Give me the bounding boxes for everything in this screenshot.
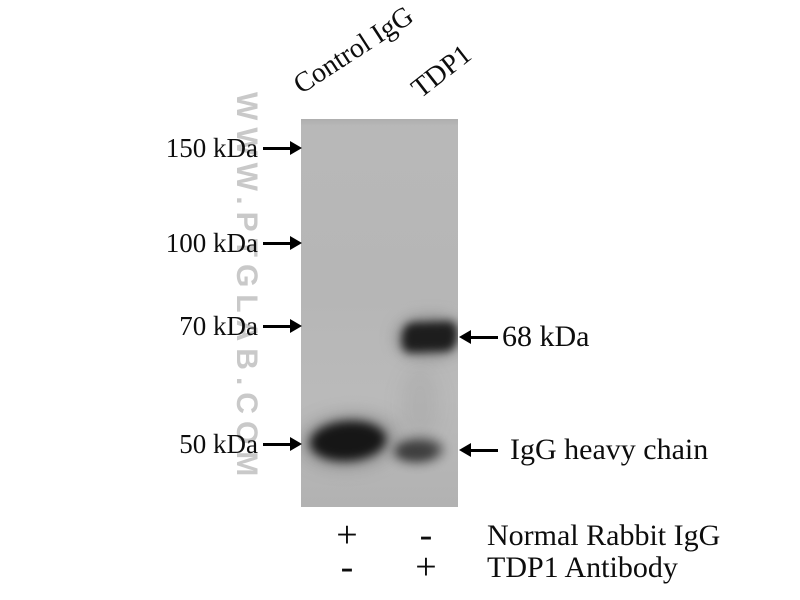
right-arrow-icon <box>263 141 302 155</box>
lane2-sign: + <box>415 546 437 588</box>
band-annotation-68kda: 68 kDa <box>459 320 589 354</box>
left-arrow-icon <box>459 330 498 344</box>
lane2-sign: - <box>419 514 433 556</box>
right-arrow-icon <box>263 437 302 451</box>
left-arrow-icon <box>459 443 498 457</box>
band-annotation-igg-heavy-chain: IgG heavy chain <box>459 433 708 467</box>
lane-label-control-igg: Control IgG <box>288 0 420 101</box>
lane-smear-tdp1 <box>401 367 439 441</box>
mw-marker-label: 100 kDa <box>165 228 258 258</box>
right-arrow-icon <box>263 319 302 333</box>
lane1-sign: + <box>336 514 358 556</box>
mw-marker-150kda: 150 kDa <box>0 131 302 165</box>
treatment-row: + - Normal Rabbit IgG <box>300 514 760 556</box>
mw-marker-70kda: 70 kDa <box>0 309 302 343</box>
lane-label-tdp1: TDP1 <box>405 38 478 105</box>
lane1-sign: - <box>340 546 354 588</box>
band-annotation-label: IgG heavy chain <box>510 433 709 466</box>
band-annotation-label: 68 kDa <box>502 320 590 353</box>
mw-marker-label: 70 kDa <box>179 311 258 341</box>
treatment-label: Normal Rabbit IgG <box>487 519 721 552</box>
treatment-label: TDP1 Antibody <box>487 551 678 584</box>
mw-marker-100kda: 100 kDa <box>0 226 302 260</box>
mw-marker-label: 50 kDa <box>179 429 258 459</box>
treatment-row: - + TDP1 Antibody <box>300 546 760 588</box>
band-tdp1-68kda <box>400 320 458 354</box>
right-arrow-icon <box>263 236 302 250</box>
band-core-tdp1-50kda <box>399 445 433 458</box>
gel-blot <box>301 119 458 507</box>
mw-marker-50kda: 50 kDa <box>0 427 302 461</box>
mw-marker-label: 150 kDa <box>165 133 258 163</box>
